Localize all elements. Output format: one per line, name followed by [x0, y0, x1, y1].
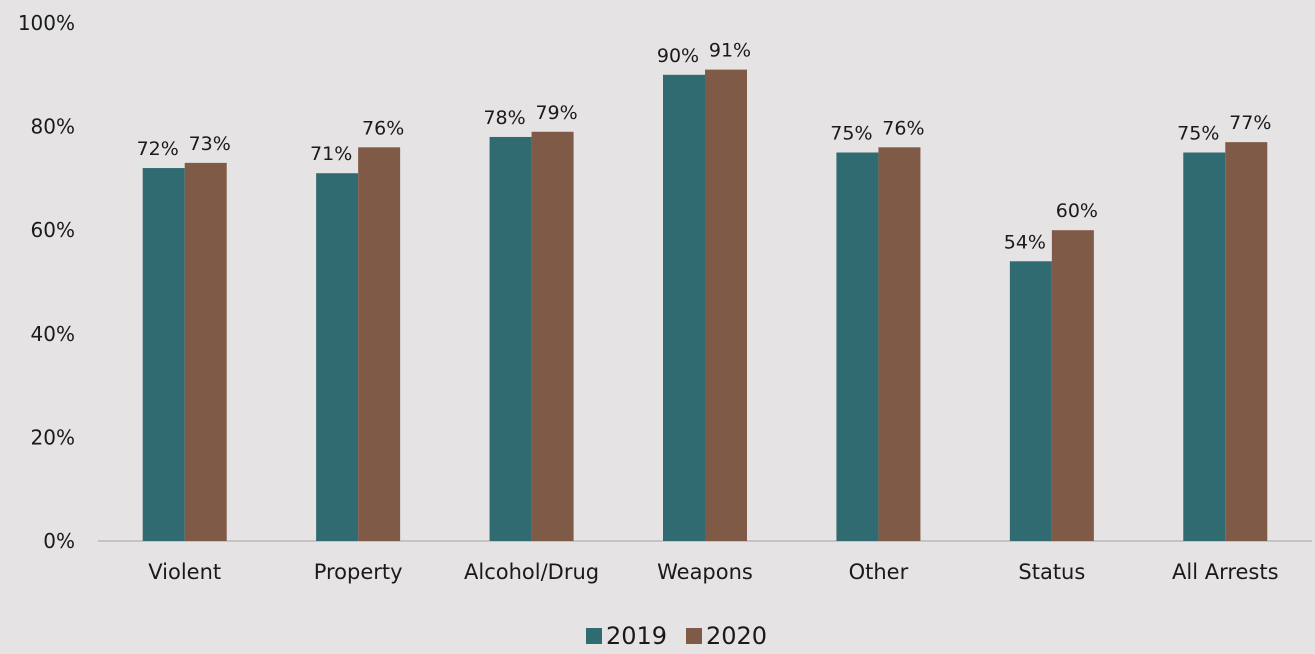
legend-label-2020: 2020: [706, 622, 767, 650]
x-tick-label: Status: [1018, 560, 1085, 584]
data-label-2019: 90%: [657, 45, 699, 67]
legend-swatch-2019: [586, 628, 602, 644]
x-tick-label: Property: [314, 560, 403, 584]
bar-2020: [184, 162, 227, 542]
data-label-2020: 77%: [1229, 112, 1271, 134]
x-tick-label: Violent: [148, 560, 221, 584]
data-label-2019: 72%: [137, 138, 179, 160]
y-tick-label: 80%: [31, 115, 75, 139]
bar-2019: [1183, 152, 1226, 541]
data-label-2020: 76%: [362, 117, 404, 139]
data-label-2020: 60%: [1056, 200, 1098, 222]
bar-2019: [663, 74, 705, 542]
y-tick-label: 100%: [18, 11, 75, 35]
bar-2019: [1009, 261, 1052, 541]
bar-2020: [531, 131, 574, 541]
bar-2020: [1051, 230, 1094, 541]
bar-2020: [358, 147, 401, 541]
x-tick-label: All Arrests: [1172, 560, 1279, 584]
bar-2020: [878, 147, 921, 541]
data-label-2019: 75%: [1177, 123, 1219, 145]
bar-2019: [142, 168, 185, 542]
data-label-2019: 71%: [310, 143, 352, 165]
bar-2020: [1225, 142, 1268, 541]
bar-2019: [489, 136, 532, 541]
data-label-2020: 73%: [189, 133, 231, 155]
data-label-2020: 91%: [709, 40, 751, 62]
legend-swatch-2020: [686, 628, 702, 644]
y-tick-label: 40%: [31, 322, 75, 346]
x-tick-label: Other: [849, 560, 909, 584]
bar-2020: [705, 69, 747, 542]
data-label-2019: 78%: [483, 107, 525, 129]
x-tick-label: Alcohol/Drug: [464, 560, 599, 584]
y-tick-label: 60%: [31, 218, 75, 242]
bar-2019: [836, 152, 879, 541]
y-tick-label: 20%: [31, 425, 75, 449]
x-tick-label: Weapons: [657, 560, 753, 584]
data-label-2020: 76%: [882, 117, 924, 139]
data-label-2020: 79%: [535, 102, 577, 124]
data-label-2019: 75%: [830, 123, 872, 145]
legend-label-2019: 2019: [606, 622, 667, 650]
data-label-2019: 54%: [1004, 231, 1046, 253]
bar-2019: [316, 173, 359, 541]
y-tick-label: 0%: [43, 529, 75, 553]
